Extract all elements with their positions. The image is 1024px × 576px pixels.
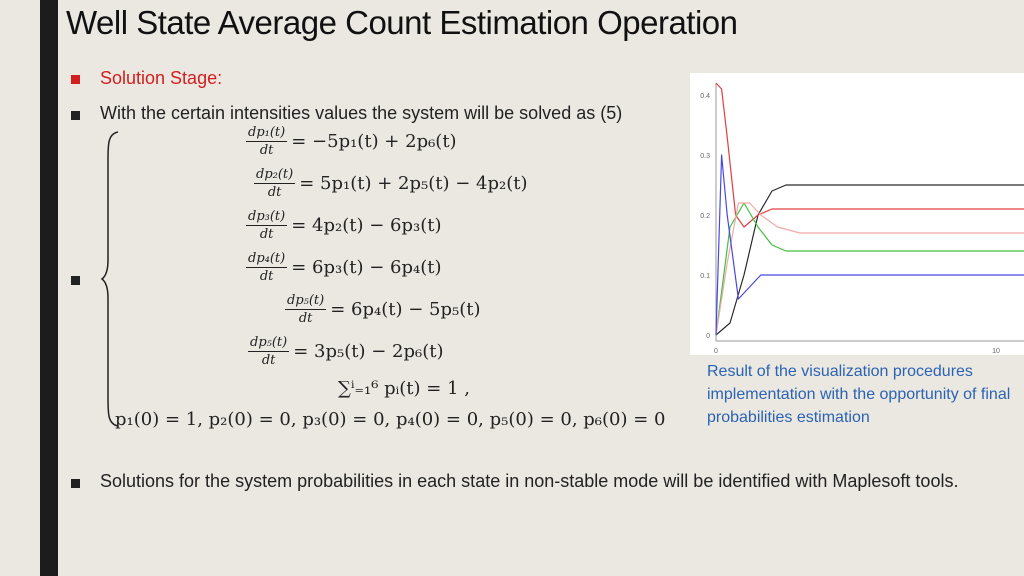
equation-row: dp₅(t) dt = 3p₅(t) − 2p₆(t) — [248, 335, 444, 368]
y-tick-label: 0.4 — [700, 93, 710, 100]
equation-row: dp₄(t) dt = 6p₃(t) − 6p₄(t) — [246, 251, 442, 284]
x-tick-label: 10 — [992, 348, 1000, 355]
initial-conditions: p₁(0) = 1, p₂(0) = 0, p₃(0) = 0, p₄(0) =… — [115, 409, 666, 430]
intensities-text: With the certain intensities values the … — [100, 103, 623, 123]
slide-title: Well State Average Count Estimation Oper… — [66, 4, 738, 41]
equation-row: dp₅(t) dt = 6p₄(t) − 5p₅(t) — [285, 293, 481, 326]
series-line-1 — [715, 184, 1024, 336]
equation-row: dp₁(t) dt = −5p₁(t) + 2p₆(t) — [246, 125, 457, 158]
y-tick-label: 0.1 — [700, 273, 710, 280]
series-line-4 — [715, 202, 1024, 336]
equation-brace — [100, 131, 119, 427]
y-tick-label: 0 — [706, 333, 710, 340]
line-chart: 0 0.1 0.2 0.3 0.4 0 10 — [700, 82, 1024, 355]
series-line-3 — [715, 202, 1024, 336]
left-accent-bar — [40, 0, 58, 576]
bullet-marker — [71, 276, 80, 285]
solution-stage-label: Solution Stage: — [100, 68, 223, 88]
series-line-2 — [715, 82, 1024, 228]
x-tick-label: 0 — [714, 348, 718, 355]
bullet-marker — [71, 111, 80, 120]
sum-equation: ∑ⁱ₌₁⁶ pᵢ(t) = 1 , — [338, 378, 470, 399]
bullet-marker — [71, 479, 80, 488]
probability-plot: 0 0.1 0.2 0.3 0.4 0 10 — [690, 73, 1024, 355]
equation-row: dp₂(t) dt = 5p₁(t) + 2p₅(t) − 4p₂(t) — [254, 167, 528, 200]
equation-row: dp₃(t) dt = 4p₂(t) − 6p₃(t) — [246, 209, 442, 242]
y-tick-label: 0.2 — [700, 213, 710, 220]
plot-caption: Result of the visualization procedures i… — [707, 363, 1011, 426]
y-tick-label: 0.3 — [700, 153, 710, 160]
series-line-5 — [715, 154, 1024, 336]
bullet-marker — [71, 75, 80, 84]
solutions-text: Solutions for the system probabilities i… — [100, 471, 959, 491]
